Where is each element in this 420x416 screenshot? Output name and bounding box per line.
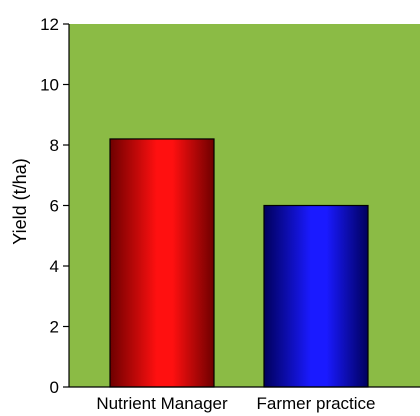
- bars-group: [109, 138, 369, 388]
- y-tick-label: 0: [50, 378, 59, 397]
- y-axis-title: Yield (t/ha): [10, 158, 30, 244]
- y-tick-label: 6: [50, 197, 59, 216]
- y-tick-label: 2: [50, 318, 59, 337]
- x-tick-label: Nutrient Manager: [96, 394, 228, 413]
- y-tick-label: 12: [40, 15, 59, 34]
- x-axis: Nutrient Manager Farmer practice: [69, 386, 420, 413]
- bar-nutrient-manager: [109, 138, 215, 388]
- x-tick-label: Farmer practice: [256, 394, 375, 413]
- y-axis: 0 2 4 6 8 10 12: [40, 15, 70, 397]
- y-tick-label: 8: [50, 136, 59, 155]
- bar-farmer-practice: [263, 204, 369, 388]
- y-tick-label: 10: [40, 76, 59, 95]
- y-tick-label: 4: [50, 257, 59, 276]
